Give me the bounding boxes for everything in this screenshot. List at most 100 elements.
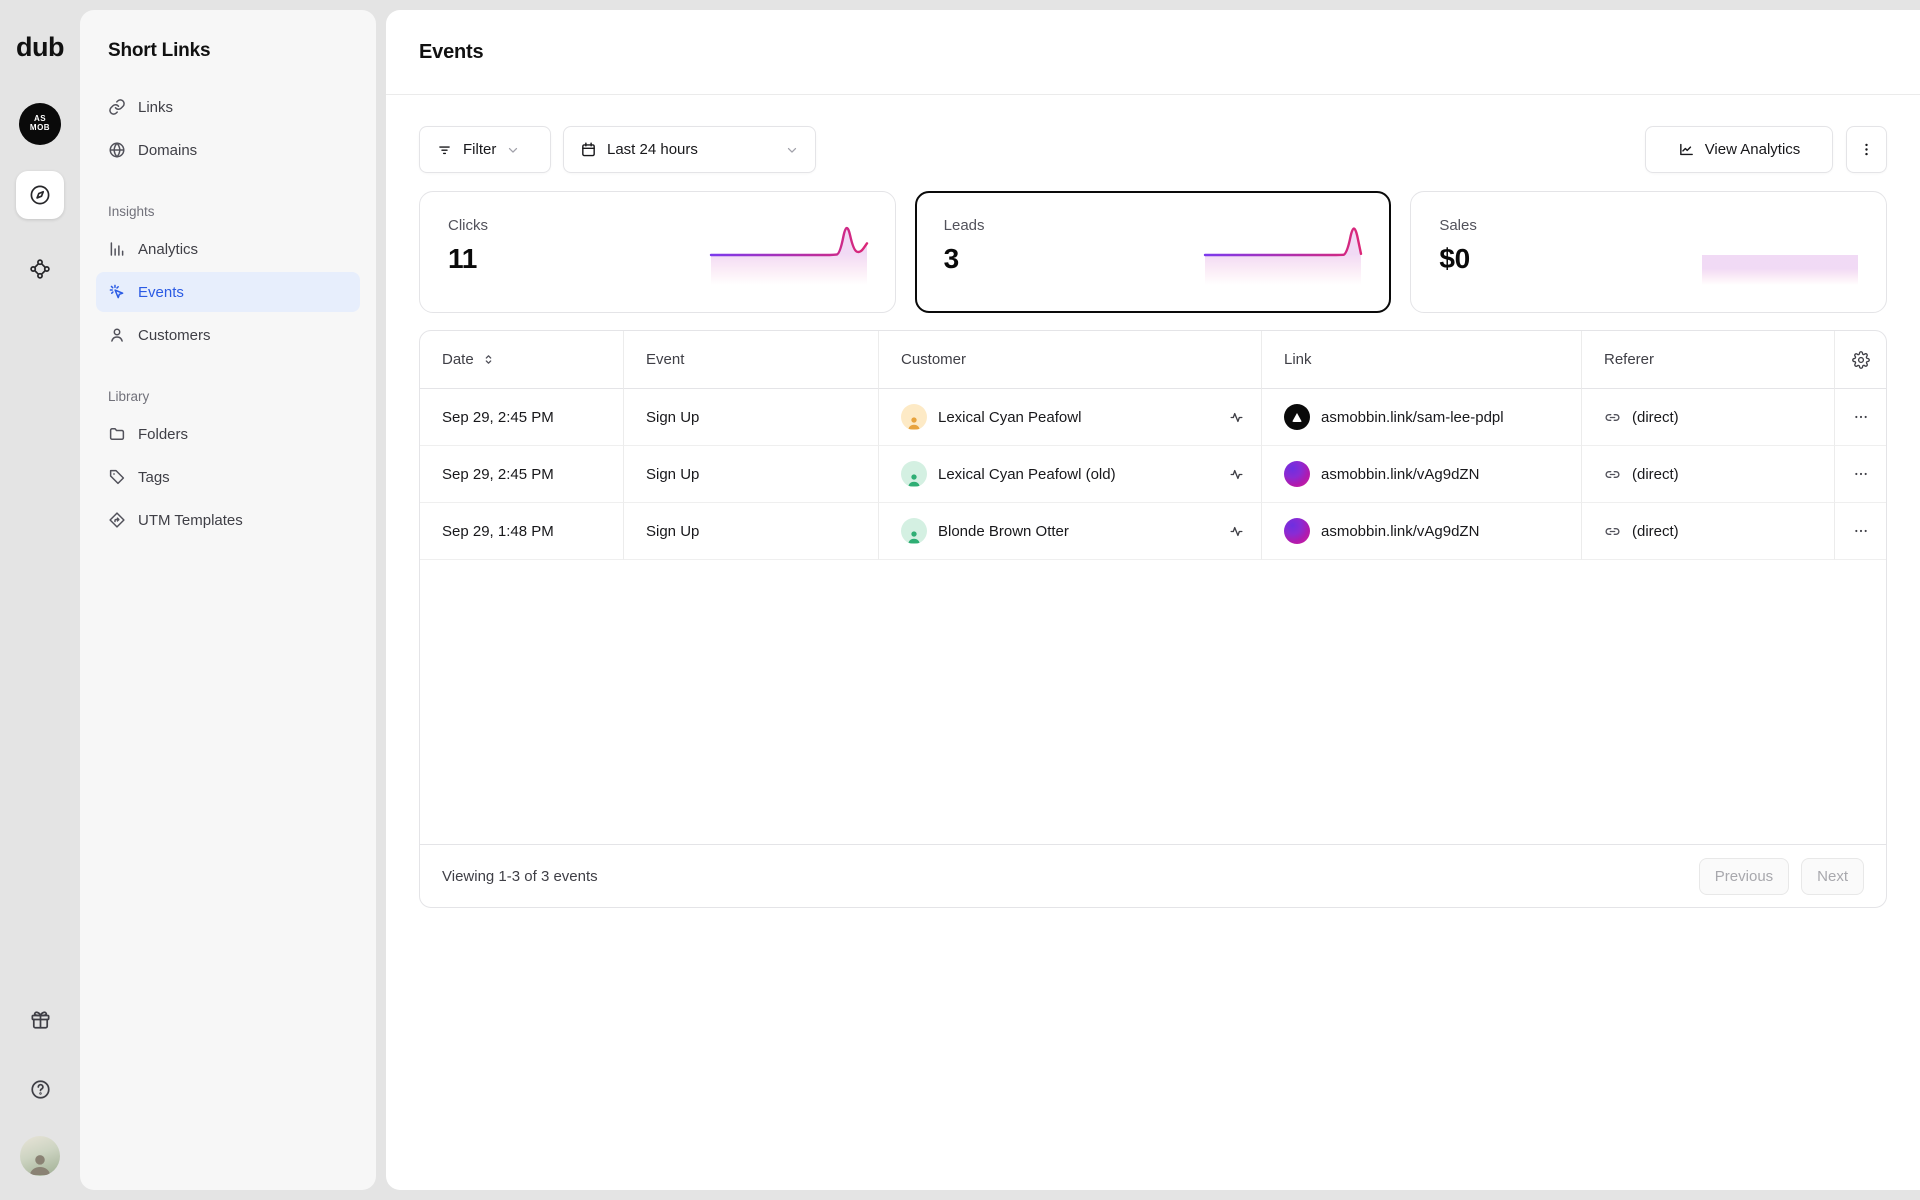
filter-button-label: Filter [463, 141, 497, 158]
activity-pulse-icon[interactable] [1228, 523, 1245, 540]
filter-lines-icon [436, 141, 453, 158]
column-header-date: Date [420, 331, 624, 389]
leads-sparkline-chart [1204, 227, 1363, 285]
help-button[interactable] [19, 1068, 61, 1110]
more-options-button[interactable] [1846, 126, 1887, 173]
help-icon [29, 1078, 52, 1101]
row-menu-icon[interactable] [1853, 409, 1869, 425]
rail-integrations-button[interactable] [16, 245, 64, 293]
cell-link[interactable]: asmobbin.link/sam-lee-pdpl [1262, 389, 1582, 446]
rail-short-links-button[interactable] [16, 171, 64, 219]
sidebar-item-analytics[interactable]: Analytics [96, 229, 360, 269]
sidebar-item-events[interactable]: Events [96, 272, 360, 312]
app-rail: dub AS MOB [0, 0, 80, 1200]
rewards-button[interactable] [19, 998, 61, 1040]
compass-icon [28, 183, 52, 207]
workspace-avatar-line2: MOB [29, 123, 51, 132]
user-profile-avatar[interactable] [20, 1136, 60, 1176]
customer-name: Blonde Brown Otter [938, 522, 1069, 540]
chevron-down-icon [506, 143, 520, 157]
stat-card-sales[interactable]: Sales $0 [1410, 191, 1887, 313]
sidebar-item-tags[interactable]: Tags [96, 457, 360, 497]
page-content: Filter Last 24 hours Vi [386, 126, 1920, 908]
referer-value: (direct) [1632, 408, 1679, 426]
previous-page-button[interactable]: Previous [1698, 857, 1790, 895]
stat-card-leads[interactable]: Leads 3 [914, 191, 1392, 313]
row-menu-icon[interactable] [1853, 466, 1869, 482]
view-analytics-button[interactable]: View Analytics [1645, 126, 1833, 173]
pagination-summary: Viewing 1-3 of 3 events [442, 867, 598, 885]
customer-name: Lexical Cyan Peafowl (old) [938, 465, 1116, 483]
activity-pulse-icon[interactable] [1228, 409, 1245, 426]
referer-value: (direct) [1632, 465, 1679, 483]
cell-actions [1835, 446, 1886, 503]
stat-label: Sales [1439, 217, 1477, 234]
calendar-icon [580, 141, 597, 158]
referer-value: (direct) [1632, 522, 1679, 540]
cell-customer[interactable]: Lexical Cyan Peafowl [879, 389, 1262, 446]
empty-table-space [420, 560, 1886, 844]
cell-referer: (direct) [1582, 446, 1835, 503]
column-header-referer: Referer [1582, 331, 1835, 389]
pagination-buttons: Previous Next [1698, 857, 1864, 895]
gear-icon[interactable] [1851, 350, 1870, 369]
column-header-label: Customer [901, 351, 967, 368]
column-header-label: Link [1284, 351, 1312, 368]
sidebar-item-folders[interactable]: Folders [96, 414, 360, 454]
column-header-customer: Customer [879, 331, 1262, 389]
sidebar-item-label: UTM Templates [138, 511, 243, 529]
tag-icon [108, 468, 126, 486]
short-link-url: asmobbin.link/vAg9dZN [1321, 522, 1480, 540]
diamond-arrow-icon [108, 511, 126, 529]
date-range-button[interactable]: Last 24 hours [563, 126, 816, 173]
customer-avatar [901, 461, 927, 487]
cell-link[interactable]: asmobbin.link/vAg9dZN [1262, 446, 1582, 503]
cell-referer: (direct) [1582, 389, 1835, 446]
stat-card-clicks[interactable]: Clicks 11 [419, 191, 896, 313]
customer-name: Lexical Cyan Peafowl [938, 408, 1082, 426]
row-menu-icon[interactable] [1853, 523, 1869, 539]
short-link-url: asmobbin.link/sam-lee-pdpl [1321, 408, 1504, 426]
cell-date: Sep 29, 2:45 PM [420, 389, 624, 446]
sort-icon[interactable] [482, 353, 495, 366]
cell-customer[interactable]: Blonde Brown Otter [879, 503, 1262, 560]
section-label-insights: Insights [108, 204, 155, 219]
main-panel: Events Filter Last 24 hours [386, 10, 1920, 1190]
sidebar-item-label: Links [138, 98, 174, 116]
cell-event: Sign Up [624, 446, 879, 503]
table-row[interactable]: Sep 29, 1:48 PM Sign Up Blonde Brown Ott… [420, 503, 1886, 560]
table-row[interactable]: Sep 29, 2:45 PM Sign Up Lexical Cyan Pea… [420, 446, 1886, 503]
column-header-label: Event [646, 351, 685, 368]
cell-customer[interactable]: Lexical Cyan Peafowl (old) [879, 446, 1262, 503]
sidebar-title: Short Links [108, 40, 211, 61]
column-header-event: Event [624, 331, 879, 389]
dub-logo[interactable]: dub [16, 32, 64, 62]
cursor-click-icon [108, 283, 126, 301]
sidebar-item-label: Events [138, 283, 184, 301]
sidebar-item-customers[interactable]: Customers [96, 315, 360, 355]
sidebar-item-links[interactable]: Links [96, 87, 360, 127]
column-header-label: Date [442, 351, 474, 368]
workspace-avatar[interactable]: AS MOB [19, 103, 61, 145]
cell-link[interactable]: asmobbin.link/vAg9dZN [1262, 503, 1582, 560]
sidebar-nav-insights: Analytics Events Customers [96, 229, 360, 355]
link-favicon [1284, 461, 1310, 487]
page-header: Events [386, 10, 1920, 95]
date-range-value: Last 24 hours [607, 141, 698, 158]
next-page-button[interactable]: Next [1801, 857, 1864, 895]
cell-event: Sign Up [624, 503, 879, 560]
gift-icon [29, 1008, 52, 1031]
activity-pulse-icon[interactable] [1228, 466, 1245, 483]
link-favicon [1284, 518, 1310, 544]
section-label-library: Library [108, 389, 150, 404]
sidebar-item-utm-templates[interactable]: UTM Templates [96, 500, 360, 540]
filter-button[interactable]: Filter [419, 126, 551, 173]
kebab-vertical-icon [1858, 141, 1875, 158]
cell-actions [1835, 389, 1886, 446]
chevron-down-icon [785, 143, 799, 157]
sidebar-item-domains[interactable]: Domains [96, 130, 360, 170]
sidebar-item-label: Customers [138, 326, 211, 344]
table-row[interactable]: Sep 29, 2:45 PM Sign Up Lexical Cyan Pea… [420, 389, 1886, 446]
page-title: Events [419, 40, 484, 63]
stat-label: Clicks [448, 217, 488, 234]
